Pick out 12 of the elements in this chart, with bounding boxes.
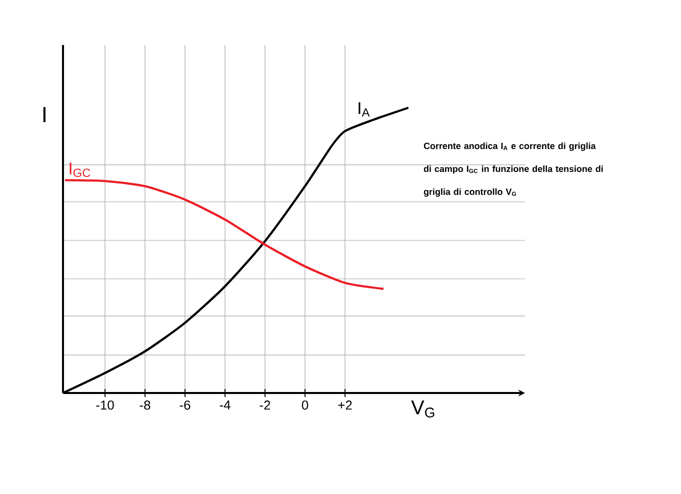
x-tick-label: -4 (220, 400, 230, 410)
x-tick-label: +2 (338, 400, 352, 410)
y-axis-title: I (43, 107, 46, 122)
x-tick-label: -6 (180, 400, 190, 410)
series-label: I$_{GC}$ (70, 162, 90, 177)
x-tick-label: -10 (96, 400, 114, 410)
x-tick-label: -2 (260, 400, 270, 410)
text: Corrente anodica I$_{A}$ e corrente di griglia di campo I$_{GC}$ in funzione della tensione di griglia di controllo V$_{G}$ (424, 142, 603, 197)
series-label: I$_{A}$ (358, 102, 370, 117)
x-tick-label: -8 (140, 400, 150, 410)
x-axis-title: V$_{G}$ (411, 400, 434, 418)
x-tick-label: 0 (302, 400, 308, 410)
